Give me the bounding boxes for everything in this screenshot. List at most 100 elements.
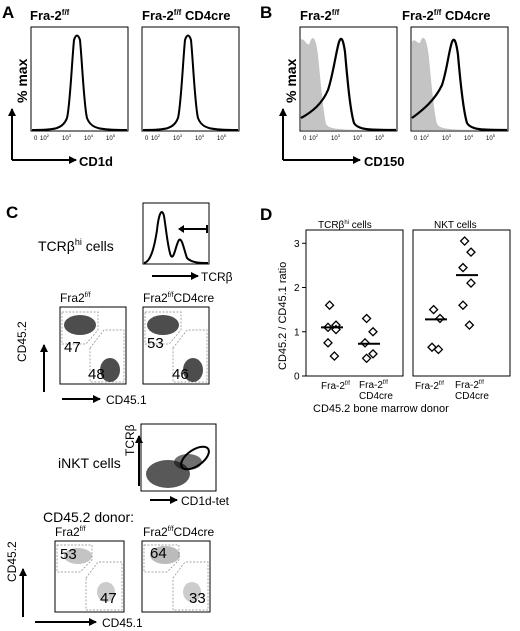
svg-text:103: 103 (62, 133, 72, 142)
panel-label-c: C (6, 203, 18, 222)
svg-text:103: 103 (442, 133, 452, 142)
donor-title: CD45.2 donor: (43, 509, 134, 525)
q-value: 46 (172, 366, 189, 383)
dot2-title-ko: Fra2f/fCD4cre (143, 525, 215, 539)
inkt-gate (180, 445, 210, 471)
d-points (321, 236, 478, 364)
dot1-clouds (64, 315, 203, 382)
d-point (324, 300, 335, 311)
panel-label-a: A (2, 3, 14, 22)
panel-b-xlabel: CD150 (364, 154, 404, 169)
d-point (458, 300, 468, 311)
d-xlabel-wt2: Fra-2f/f (415, 381, 444, 392)
d-ytick-label: 0 (294, 372, 300, 383)
dot2-ylabel: CD45.2 (5, 541, 19, 582)
d-point (466, 247, 476, 258)
tcr-histogram-box (142, 202, 210, 265)
d-box1-title: TCRβhi cells (318, 220, 372, 231)
histogram-a-ko (142, 34, 239, 131)
q-value: 33 (189, 590, 206, 607)
dot2-clouds (64, 546, 201, 602)
panel-label-b: B (260, 3, 272, 22)
inkt-title: iNKT cells (58, 455, 121, 471)
histogram-b-ko-control (412, 37, 507, 130)
d-box2 (412, 229, 511, 377)
panel-b-plot-ko (410, 26, 509, 132)
panel-b-ylabel: % max (283, 58, 299, 103)
d-point (458, 262, 468, 273)
q-value: 64 (150, 545, 167, 562)
dot2-gates (56, 544, 209, 611)
dot1-xlabel: CD45.1 (106, 393, 147, 407)
svg-text:0: 0 (303, 136, 307, 142)
dot1-title-wt: Fra2f/f (60, 291, 91, 305)
svg-text:105: 105 (217, 133, 227, 142)
panel-a-title-wt: Fra-2f/f (30, 8, 70, 23)
d-box1 (305, 229, 404, 377)
d-xlabel-ko1-cre: CD4cre (359, 391, 393, 402)
svg-text:104: 104 (353, 133, 363, 142)
panel-a-plot-ko (141, 26, 240, 132)
svg-text:0: 0 (145, 136, 149, 142)
dot2-quadrant-values: 53 47 64 33 (60, 545, 206, 607)
dot1-quadrant-values: 47 48 53 46 (64, 335, 189, 383)
histogram-b-wt-control (301, 38, 396, 130)
panel-a-plot-wt (30, 26, 129, 132)
dot2-title-wt: Fra2f/f (55, 525, 86, 539)
panel-b-title-wt: Fra-2f/f (300, 8, 340, 23)
d-ylabel: CD45.2 / CD45.1 ratio (277, 262, 289, 370)
d-point (368, 348, 378, 359)
d-xlabels: Fra-2f/f Fra-2f/f CD4cre Fra-2f/f Fra-2f… (321, 380, 489, 402)
inkt-plot (140, 423, 217, 492)
q-value: 47 (64, 339, 81, 356)
dot1-title-ko: Fra2f/fCD4cre (143, 291, 215, 305)
tcr-histogram (143, 211, 209, 264)
panel-a-xlabel: CD1d (79, 154, 113, 169)
svg-text:0: 0 (414, 136, 418, 142)
d-yticks: 0 1 2 3 (294, 239, 306, 383)
d-ytick-label: 3 (294, 239, 300, 250)
panel-a-title-ko: Fra-2f/f CD4cre (142, 8, 231, 23)
d-point (464, 320, 475, 331)
d-point (368, 326, 378, 337)
tcrhi-cells-title: TCRβhi cells (38, 237, 114, 254)
q-value: 53 (60, 546, 77, 563)
d-point (361, 353, 372, 364)
d-point (466, 278, 476, 289)
svg-text:103: 103 (331, 133, 341, 142)
histogram-b-wt (300, 37, 397, 132)
d-ytick-label: 1 (294, 327, 300, 338)
svg-text:102: 102 (151, 133, 161, 142)
svg-text:102: 102 (309, 133, 319, 142)
svg-text:104: 104 (84, 133, 94, 142)
d-xlabel: CD45.2 bone marrow donor (313, 403, 449, 415)
inkt-xlabel: CD1d-tet (181, 494, 230, 508)
inkt-ylabel: TCRβ (123, 424, 137, 456)
d-point (329, 351, 340, 362)
dot1-ylabel: CD45.2 (15, 321, 29, 362)
d-point (433, 344, 444, 355)
svg-text:105: 105 (106, 133, 116, 142)
q-value: 48 (88, 366, 105, 383)
panel-label-d: D (260, 205, 272, 224)
q-value: 47 (100, 590, 117, 607)
tcr-axis-label: TCRβ (201, 270, 233, 284)
svg-text:103: 103 (173, 133, 183, 142)
dot2-plot-ko (141, 540, 211, 613)
q-value: 53 (147, 335, 164, 352)
histogram-b-ko (411, 38, 508, 132)
dot1-plot-wt (59, 306, 127, 385)
d-point (459, 236, 470, 246)
tcr-gate-end-left (178, 225, 184, 233)
d-xlabel-ko1: Fra-2f/f (359, 380, 388, 391)
d-xlabel-ko2: Fra-2f/f (455, 380, 484, 391)
d-point (323, 337, 333, 348)
svg-text:104: 104 (195, 133, 205, 142)
inkt-cloud-2 (174, 454, 202, 470)
dot2-plot-wt (54, 540, 125, 613)
d-xlabel-ko2-cre: CD4cre (455, 391, 489, 402)
svg-text:105: 105 (375, 133, 385, 142)
